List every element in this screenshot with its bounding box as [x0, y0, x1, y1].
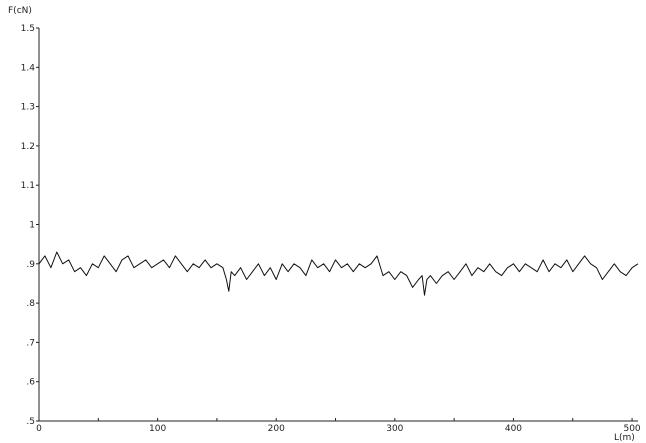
y-tick-label: .7: [26, 338, 35, 348]
x-axis-title: L(m): [614, 433, 635, 443]
y-tick-label: 1.2: [21, 142, 35, 152]
x-tick-label: 400: [505, 424, 522, 434]
y-tick-label: 1.4: [21, 63, 36, 73]
y-tick-label: .5: [26, 417, 35, 427]
y-tick-label: .9: [26, 260, 35, 270]
y-tick-label: 1.1: [21, 181, 35, 191]
series-layer: [38, 251, 639, 296]
x-tick-label: 100: [149, 424, 166, 434]
y-tick-label: 1: [29, 221, 35, 231]
series-line: [38, 251, 639, 296]
x-tick-label: 0: [36, 424, 42, 434]
y-tick-label: 1.5: [21, 24, 35, 34]
x-tick-label: 500: [623, 424, 640, 434]
y-axis-title: F(cN): [8, 6, 32, 16]
x-tick-label: 200: [268, 424, 285, 434]
x-axis-ticks: 0 100 200 300 400 500: [36, 418, 641, 434]
y-tick-label: 1.3: [21, 103, 35, 113]
x-tick-label: 300: [386, 424, 403, 434]
y-axis-ticks: .5 .6 .7 .8 .9 1 1.1 1.2 1.3 1.4 1.5: [21, 24, 39, 427]
y-tick-label: .6: [26, 378, 35, 388]
y-tick-label: .8: [26, 299, 35, 309]
